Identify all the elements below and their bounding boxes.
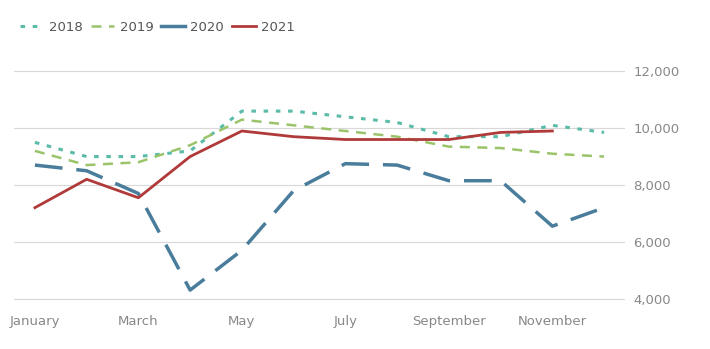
2021 bbox=[31, 206, 39, 210]
2021 bbox=[290, 135, 298, 139]
2021 bbox=[393, 138, 401, 142]
2018 bbox=[290, 109, 298, 113]
2021 bbox=[238, 129, 246, 133]
2018 bbox=[600, 130, 608, 134]
2020 bbox=[82, 169, 91, 173]
2021 bbox=[134, 196, 143, 200]
2021 bbox=[496, 130, 505, 134]
Line: 2021: 2021 bbox=[35, 131, 552, 208]
2018 bbox=[134, 155, 143, 159]
2018 bbox=[82, 155, 91, 159]
2021 bbox=[548, 129, 557, 133]
2021 bbox=[341, 138, 349, 142]
2020 bbox=[548, 224, 557, 228]
Line: 2018: 2018 bbox=[35, 111, 604, 157]
2018 bbox=[393, 120, 401, 125]
2020 bbox=[600, 206, 608, 210]
2018 bbox=[186, 149, 195, 153]
2019 bbox=[82, 163, 91, 167]
2019 bbox=[600, 155, 608, 159]
2019 bbox=[496, 146, 505, 150]
Legend: 2018, 2019, 2020, 2021: 2018, 2019, 2020, 2021 bbox=[15, 16, 300, 39]
2018 bbox=[238, 109, 246, 113]
2021 bbox=[82, 177, 91, 181]
2020 bbox=[186, 288, 195, 292]
2020 bbox=[31, 163, 39, 167]
2018 bbox=[341, 115, 349, 119]
2019 bbox=[341, 129, 349, 133]
2019 bbox=[444, 144, 453, 149]
2020 bbox=[134, 191, 143, 195]
2019 bbox=[238, 118, 246, 122]
2019 bbox=[290, 123, 298, 127]
2020 bbox=[341, 162, 349, 166]
2020 bbox=[444, 179, 453, 183]
2018 bbox=[548, 123, 557, 127]
2018 bbox=[31, 140, 39, 144]
2021 bbox=[444, 138, 453, 142]
2020 bbox=[290, 188, 298, 193]
2021 bbox=[186, 155, 195, 159]
Line: 2019: 2019 bbox=[35, 120, 604, 165]
2019 bbox=[548, 151, 557, 156]
Line: 2020: 2020 bbox=[35, 164, 604, 290]
2020 bbox=[496, 179, 505, 183]
2019 bbox=[186, 143, 195, 147]
2018 bbox=[496, 135, 505, 139]
2020 bbox=[393, 163, 401, 167]
2018 bbox=[444, 135, 453, 139]
2019 bbox=[134, 160, 143, 164]
2019 bbox=[393, 135, 401, 139]
2019 bbox=[31, 149, 39, 153]
2020 bbox=[238, 248, 246, 252]
